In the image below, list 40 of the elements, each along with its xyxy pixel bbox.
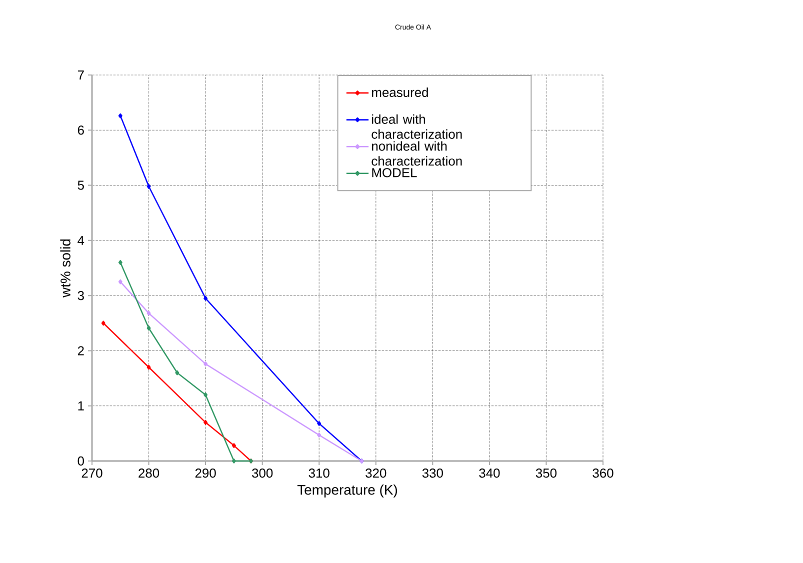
point — [146, 184, 151, 189]
y-tick-label: 4 — [78, 236, 84, 245]
y-tick-label: 2 — [78, 346, 84, 356]
point — [317, 432, 322, 438]
point — [101, 320, 106, 326]
legend-label: MODEL — [372, 168, 417, 178]
x-tick-label: 350 — [536, 468, 557, 478]
x-tick-label: 300 — [252, 468, 273, 478]
point — [317, 421, 322, 426]
y-tick-label: 5 — [78, 180, 84, 190]
x-tick-label: 340 — [479, 468, 500, 478]
x-tick-label: 360 — [592, 468, 614, 478]
y-tick-label: 6 — [78, 126, 84, 135]
point — [118, 113, 122, 118]
point — [146, 326, 151, 331]
x-tick-label: 290 — [195, 468, 216, 478]
point — [232, 458, 236, 464]
y-tick-label: 7 — [78, 70, 84, 80]
y-tick-label: 1 — [78, 401, 84, 410]
x-tick-label: 330 — [422, 468, 443, 478]
point — [146, 310, 151, 316]
y-tick-label: 3 — [78, 290, 84, 300]
point — [118, 279, 122, 284]
point — [204, 392, 208, 398]
point — [204, 296, 208, 301]
x-axis-title: Temperature (K) — [297, 484, 398, 498]
legend-label: nonideal with characterization — [372, 141, 462, 166]
legend-label: measured — [372, 87, 428, 98]
y-axis-title: wt% solid — [60, 239, 70, 298]
x-tick-label: 270 — [82, 468, 102, 478]
point — [232, 443, 236, 448]
point — [175, 370, 180, 376]
x-tick-label: 310 — [308, 468, 330, 478]
point — [204, 362, 208, 366]
y-tick-label: 0 — [78, 456, 84, 466]
point — [204, 420, 208, 425]
x-tick-label: 320 — [366, 468, 386, 478]
x-tick-label: 280 — [138, 468, 160, 478]
point — [118, 260, 122, 265]
point — [146, 364, 151, 370]
